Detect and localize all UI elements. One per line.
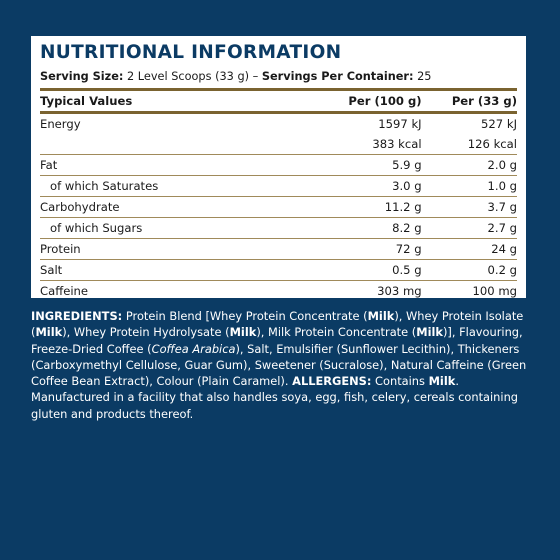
value-per-100g: 11.2 g	[302, 196, 422, 218]
ingredients-label: INGREDIENTS:	[31, 309, 123, 323]
nutrient-name: of which Saturates	[40, 175, 303, 197]
servings-per-container-label: Servings Per Container:	[261, 70, 414, 83]
allergen-milk: Milk	[416, 325, 443, 340]
value-per-serving: 2.0 g	[421, 154, 517, 176]
nutrient-name: of which Sugars	[40, 217, 303, 239]
serving-size-label: Serving Size:	[40, 70, 124, 83]
column-header: Per (33 g)	[421, 88, 517, 114]
value-per-100g: 1597 kJ	[378, 117, 422, 131]
nutrient-name: Fat	[40, 154, 303, 176]
table-row: Fat 5.9 g 2.0 g	[40, 154, 517, 176]
ingredients-segment: ), Whey Protein Isolate (	[31, 309, 524, 340]
table-header-row: Typical Values Per (100 g) Per (33 g)	[40, 88, 517, 114]
table-row: Caffeine 303 mg 100 mg	[40, 281, 517, 302]
nutrient-name: Salt	[40, 259, 303, 281]
allergen-milk: Milk	[35, 325, 63, 340]
table-row: of which Sugars 8.2 g 2.7 g	[40, 217, 517, 239]
table-row: Salt 0.5 g 0.2 g	[40, 259, 517, 281]
ingredients-segment: Protein Blend [Whey Protein Concentrate …	[122, 309, 368, 323]
value-per-100g: 8.2 g	[302, 217, 422, 239]
nutrient-name: Energy	[40, 117, 81, 131]
nutrient-name: Carbohydrate	[40, 196, 303, 218]
nutrition-table: Typical Values Per (100 g) Per (33 g) En…	[40, 88, 517, 301]
table-row: of which Saturates 3.0 g 1.0 g	[40, 175, 517, 197]
serving-separator: –	[252, 70, 259, 83]
ingredients-segment: Contains	[371, 374, 429, 389]
value-per-serving: 24 g	[421, 238, 517, 260]
column-header: Per (100 g)	[302, 88, 422, 114]
nutrient-name: Caffeine	[40, 284, 89, 298]
value-per-100g: 72 g	[302, 238, 422, 260]
ingredients-segment: ), Whey Protein Hydrolysate (	[62, 325, 230, 340]
table-row: Protein 72 g 24 g	[40, 238, 517, 260]
table-row: Carbohydrate 11.2 g 3.7 g	[40, 196, 517, 218]
value-per-serving: 1.0 g	[421, 175, 517, 197]
value-per-serving: 100 mg	[472, 284, 517, 298]
value-per-100g: 0.5 g	[302, 259, 422, 281]
panel-title: NUTRITIONAL INFORMATION	[40, 42, 342, 63]
value-per-serving: 3.7 g	[421, 196, 517, 218]
ingredients-segment: )], Flavouring, Freeze-Dried Coffee (	[31, 325, 523, 356]
value-per-100g: 5.9 g	[302, 154, 422, 176]
value-per-100g: 303 mg	[377, 284, 422, 298]
value-per-serving: 126 kcal	[421, 134, 517, 155]
value-per-serving: 2.7 g	[421, 217, 517, 239]
value-per-serving: 0.2 g	[421, 259, 517, 281]
nutrition-panel: NUTRITIONAL INFORMATION Serving Size: 2 …	[31, 36, 526, 298]
ingredients-text: INGREDIENTS: Protein Blend [Whey Protein…	[31, 308, 531, 422]
ingredients-segment: ), Milk Protein Concentrate (	[256, 325, 417, 340]
allergen-milk: Milk	[367, 309, 395, 323]
column-header: Typical Values	[40, 88, 303, 114]
value-per-100g: 3.0 g	[302, 175, 422, 197]
table-row: Energy 1597 kJ 527 kJ	[40, 113, 517, 135]
allergen-milk: Milk	[428, 374, 456, 389]
value-per-serving: 527 kJ	[481, 117, 517, 131]
ingredients-segment: . Manufactured in a facility that also h…	[31, 374, 519, 421]
ingredients-segment: ), Salt, Emulsifier (Sunflower Lecithin)…	[31, 341, 527, 389]
allergens-label: ALLERGENS:	[292, 374, 372, 389]
nutrient-name: Protein	[40, 238, 303, 260]
table-row: 383 kcal 126 kcal	[40, 134, 517, 155]
servings-per-container-value: 25	[417, 70, 432, 83]
coffea-arabica-italic: Coffea Arabica	[151, 341, 236, 356]
value-per-100g: 383 kcal	[302, 134, 422, 155]
serving-size-value: 2 Level Scoops (33 g)	[127, 70, 250, 83]
serving-info: Serving Size: 2 Level Scoops (33 g) – Se…	[40, 70, 517, 84]
allergen-milk: Milk	[229, 325, 257, 340]
nutrient-name	[40, 134, 303, 155]
